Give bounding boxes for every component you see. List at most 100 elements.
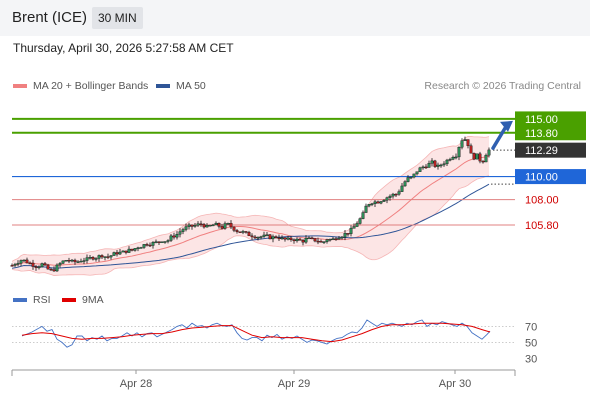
candle-body bbox=[373, 201, 377, 204]
candle-body bbox=[391, 193, 395, 197]
candle bbox=[442, 161, 446, 167]
candle bbox=[436, 162, 440, 170]
candle bbox=[277, 234, 281, 241]
candle bbox=[214, 221, 218, 226]
candle-body bbox=[274, 236, 278, 238]
candle bbox=[196, 221, 200, 228]
candle-body bbox=[94, 258, 98, 260]
candle bbox=[292, 238, 296, 244]
candle bbox=[193, 223, 197, 228]
candle bbox=[97, 254, 101, 262]
candle-body bbox=[442, 163, 446, 166]
candle bbox=[352, 223, 356, 229]
support-tag-label: 110.00 bbox=[525, 172, 558, 184]
candle bbox=[172, 232, 176, 240]
candle bbox=[82, 257, 86, 265]
rsi-panel: 70 50 30 bbox=[12, 319, 537, 365]
candle bbox=[166, 239, 170, 244]
candle bbox=[112, 251, 116, 256]
candle-body bbox=[136, 247, 140, 249]
candle-body bbox=[49, 268, 53, 271]
candle bbox=[271, 234, 275, 243]
candle-body bbox=[25, 259, 29, 264]
rsi-swatch bbox=[13, 298, 27, 302]
candle-body bbox=[292, 239, 296, 242]
candle-body bbox=[301, 240, 305, 243]
forecast-arrow-shaft bbox=[491, 123, 509, 150]
candle-body bbox=[88, 257, 92, 259]
candle-body bbox=[208, 225, 212, 227]
bollinger-lower bbox=[11, 175, 490, 276]
candle-body bbox=[469, 145, 473, 154]
interval-button[interactable]: 30 MIN bbox=[92, 7, 143, 29]
candle-body bbox=[271, 236, 275, 240]
candle-body bbox=[316, 240, 320, 243]
candle bbox=[13, 262, 17, 268]
candle bbox=[463, 136, 467, 142]
candle-body bbox=[172, 235, 176, 238]
candle bbox=[49, 267, 53, 271]
candle-body bbox=[235, 230, 239, 232]
candle-body bbox=[253, 236, 257, 239]
candle bbox=[229, 220, 233, 229]
candle bbox=[394, 193, 398, 197]
candle-body bbox=[226, 223, 230, 225]
candlesticks bbox=[10, 136, 491, 272]
forecast-arrow-head bbox=[500, 120, 513, 132]
candle-body bbox=[76, 261, 80, 263]
candle bbox=[283, 237, 287, 242]
ma50-line bbox=[11, 183, 490, 269]
candle bbox=[295, 237, 299, 243]
candle-body bbox=[124, 250, 128, 253]
legend-ma20-label: MA 20 + Bollinger Bands bbox=[33, 80, 149, 92]
candle bbox=[115, 250, 119, 257]
resistance-tag-label: 115.00 bbox=[525, 114, 558, 126]
candle bbox=[208, 224, 212, 227]
candle bbox=[40, 262, 44, 268]
candle-body bbox=[379, 201, 383, 204]
candle bbox=[268, 234, 272, 240]
bollinger-upper bbox=[11, 136, 490, 262]
candle bbox=[199, 220, 203, 227]
candle-body bbox=[265, 234, 269, 236]
resistance-tag bbox=[515, 125, 586, 141]
candle-body bbox=[193, 225, 197, 227]
candle-body bbox=[397, 191, 401, 195]
candle bbox=[364, 203, 368, 213]
candle bbox=[226, 222, 230, 225]
datetime-label: Thursday, April 30, 2026 5:27:58 AM CET bbox=[13, 41, 234, 55]
candle-body bbox=[415, 171, 419, 175]
candle bbox=[466, 139, 470, 149]
candle-body bbox=[358, 218, 362, 224]
candle bbox=[106, 253, 110, 260]
candle bbox=[328, 238, 332, 242]
candle bbox=[190, 224, 194, 230]
candle-body bbox=[436, 164, 440, 167]
candle-body bbox=[229, 223, 233, 228]
candle-body bbox=[169, 235, 173, 241]
instrument-title: Brent (ICE) bbox=[12, 9, 88, 26]
candle bbox=[361, 210, 365, 220]
candle bbox=[319, 239, 323, 243]
candle-body bbox=[205, 225, 209, 228]
candle bbox=[415, 171, 419, 176]
candle-body bbox=[328, 239, 332, 241]
candle-body bbox=[454, 156, 458, 159]
candle bbox=[397, 189, 401, 196]
candle-body bbox=[313, 238, 317, 242]
candle bbox=[469, 143, 473, 154]
candle bbox=[211, 223, 215, 227]
candle-body bbox=[295, 238, 299, 242]
candle-body bbox=[262, 234, 266, 237]
candle-body bbox=[367, 204, 371, 207]
candle bbox=[130, 248, 134, 252]
candle bbox=[331, 236, 335, 240]
candle bbox=[334, 236, 338, 241]
candle bbox=[376, 200, 380, 204]
candle bbox=[301, 238, 305, 246]
candle-body bbox=[424, 166, 428, 169]
candle-body bbox=[97, 255, 101, 259]
ma50-swatch bbox=[156, 84, 170, 88]
candle-body bbox=[133, 248, 137, 251]
candle bbox=[232, 226, 236, 233]
